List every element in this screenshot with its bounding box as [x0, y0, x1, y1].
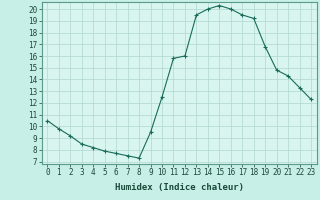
X-axis label: Humidex (Indice chaleur): Humidex (Indice chaleur): [115, 183, 244, 192]
